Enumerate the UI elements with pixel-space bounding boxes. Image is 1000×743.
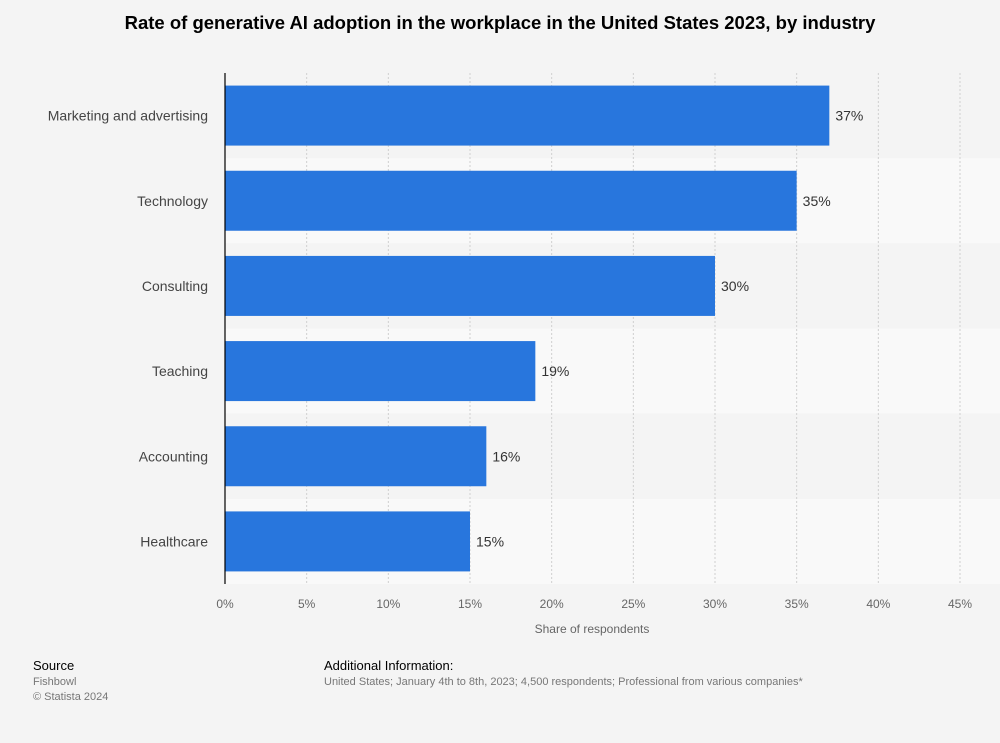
x-tick-label: 35%: [785, 597, 809, 611]
bar: [225, 170, 797, 231]
x-tick-label: 20%: [540, 597, 564, 611]
category-label: Technology: [137, 193, 208, 209]
x-tick-label: 10%: [376, 597, 400, 611]
bar: [225, 85, 830, 146]
category-label: Teaching: [152, 363, 208, 379]
bar: [225, 341, 536, 402]
info-text: United States; January 4th to 8th, 2023;…: [324, 676, 803, 688]
x-tick-label: 25%: [621, 597, 645, 611]
x-tick-label: 45%: [948, 597, 972, 611]
category-label: Accounting: [139, 448, 208, 464]
category-label: Marketing and advertising: [48, 108, 208, 124]
data-label: 37%: [835, 108, 863, 124]
category-label: Consulting: [142, 278, 208, 294]
x-tick-label: 5%: [298, 597, 316, 611]
info-heading: Additional Information:: [324, 658, 454, 673]
copyright: © Statista 2024: [33, 691, 109, 703]
x-tick-label: 30%: [703, 597, 727, 611]
x-tick-label: 0%: [216, 597, 234, 611]
source-text: Fishbowl: [33, 676, 77, 688]
data-label: 35%: [803, 193, 831, 209]
category-label: Healthcare: [140, 533, 208, 549]
bar: [225, 255, 715, 316]
x-tick-label: 15%: [458, 597, 482, 611]
additional-info-block: Additional Information: United States; J…: [324, 658, 803, 690]
data-label: 16%: [492, 448, 520, 464]
bar: [225, 511, 470, 572]
data-label: 30%: [721, 278, 749, 294]
data-label: 15%: [476, 533, 504, 549]
bar: [225, 426, 487, 487]
x-axis-label: Share of respondents: [535, 622, 650, 636]
chart-title: Rate of generative AI adoption in the wo…: [124, 12, 876, 33]
x-tick-label: 40%: [866, 597, 890, 611]
source-heading: Source: [33, 658, 75, 673]
data-label: 19%: [541, 363, 569, 379]
source-block: Source Fishbowl © Statista 2024: [33, 658, 108, 705]
